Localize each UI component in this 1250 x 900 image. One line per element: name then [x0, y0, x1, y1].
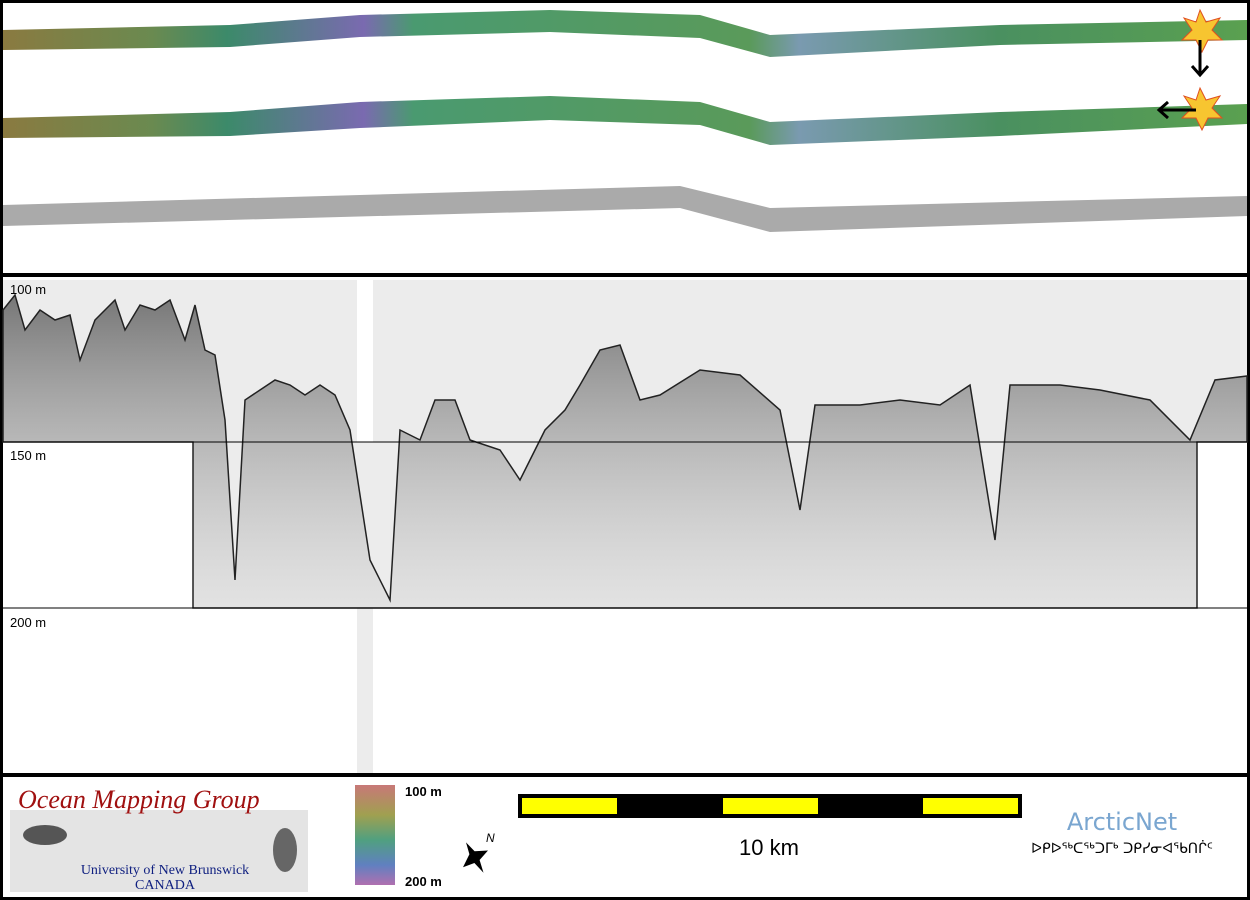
- light-arrow: [1156, 40, 1210, 120]
- partner-syllabics: ᐅᑭᐅᖅᑕᖅᑐᒥᒃ ᑐᑭᓯᓂᐊᖃᑎᒌᑦ: [1031, 840, 1213, 857]
- colorbar-label: 100 m: [405, 784, 442, 799]
- depth-label: 150 m: [10, 448, 46, 463]
- swath-strip: [3, 96, 1247, 145]
- partner-name: ArcticNet: [1067, 808, 1177, 836]
- logo-background: [10, 810, 308, 892]
- logo-title: Ocean Mapping Group: [18, 785, 260, 814]
- logo-graphic: [273, 828, 297, 872]
- logo-university: University of New Brunswick: [81, 863, 249, 878]
- scale-bar-segment: [522, 798, 1018, 814]
- sun-icon: [1180, 8, 1224, 132]
- swath-panel: [3, 3, 1247, 273]
- colorbar-label: 200 m: [405, 874, 442, 889]
- north-arrow: [463, 842, 488, 873]
- depth-label: 100 m: [10, 282, 46, 297]
- logo-graphic: [23, 825, 67, 845]
- north-label: N: [486, 831, 495, 845]
- swath-strip: [3, 10, 1247, 57]
- scale-label: 10 km: [739, 835, 799, 860]
- logo-country: CANADA: [135, 878, 196, 893]
- colorbar: [355, 785, 395, 885]
- backscatter-strip: [3, 186, 1247, 232]
- seabed-echo: [2, 293, 1248, 609]
- depth-label: 200 m: [10, 615, 46, 630]
